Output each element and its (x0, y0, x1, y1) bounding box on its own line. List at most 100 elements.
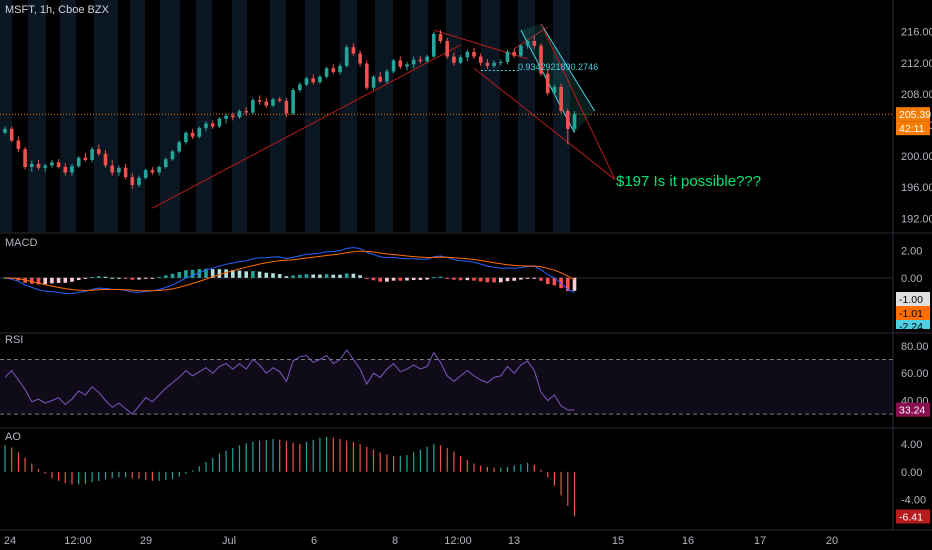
macd-histogram-bar (398, 277, 403, 281)
ao-bar (299, 443, 301, 472)
macd-tick-label: 0.00 (901, 273, 922, 285)
candle (559, 83, 563, 114)
macd-histogram-bar (338, 274, 342, 278)
ao-bar (540, 469, 542, 472)
candle (16, 136, 21, 153)
ao-bar (279, 439, 281, 472)
ao-bar (232, 448, 234, 472)
candle (425, 55, 429, 63)
candle (304, 76, 309, 87)
macd-tick-label: 2.00 (901, 245, 922, 257)
macd-histogram-bar (291, 275, 295, 278)
ao-bar (259, 440, 261, 472)
candle-body (311, 78, 315, 83)
ao-bar (37, 469, 40, 472)
candle-body (237, 111, 242, 118)
candle-body (478, 56, 483, 63)
ao-bar (138, 471, 140, 479)
last-price-tag-text: 205.39 (899, 109, 931, 121)
ao-bar (178, 471, 180, 477)
macd-histogram-bar (298, 274, 302, 278)
annotation-text[interactable]: $197 Is it possible??? (616, 173, 761, 190)
ao-bar (359, 443, 361, 472)
candle (472, 48, 476, 59)
ao-bar (339, 439, 341, 472)
ao-bar (520, 464, 522, 472)
macd-histogram-bar (251, 271, 255, 278)
candle (499, 59, 503, 66)
candle-body (438, 34, 443, 41)
ao-bar (131, 471, 133, 479)
ao-tick-label: 4.00 (901, 439, 922, 451)
time-axis[interactable]: 24 12:00 29 Jul 6 8 12:00 13 15 16 17 20 (4, 535, 838, 547)
price-axis[interactable]: 216.00212.00208.00204.00200.00196.00192.… (896, 27, 932, 524)
candle-body (150, 170, 155, 173)
candle (217, 117, 222, 129)
macd-histogram-bar (83, 277, 88, 279)
macd-histogram-bar (36, 277, 41, 285)
ao-bar (285, 441, 287, 472)
ao-bar (125, 471, 127, 478)
macd-indicator (0, 247, 893, 295)
candle (83, 153, 88, 162)
countdown-tag-bg (896, 121, 930, 136)
candle-body (452, 56, 456, 63)
ao-bar (500, 467, 502, 472)
candle-body (358, 53, 362, 64)
ao-bar (225, 450, 227, 472)
macd-histogram-bar (331, 274, 336, 278)
candle (338, 63, 342, 75)
candle-body (539, 45, 543, 74)
macd-histogram-bar (50, 277, 54, 284)
ao-bar (58, 471, 60, 481)
ao-bar (212, 457, 214, 472)
countdown-tag-text: 42:11 (899, 123, 925, 135)
session-band (130, 0, 145, 232)
candle (291, 87, 295, 115)
signal-value-tag: -1.01 (896, 306, 930, 320)
trendline-up (152, 44, 461, 209)
ao-bar (312, 439, 314, 472)
macd-hist-tag-text: -2.24 (899, 321, 923, 333)
ao-bar (379, 452, 381, 472)
macd-histogram-bar (130, 277, 135, 280)
ao-bar (547, 471, 549, 478)
ao-tick-label: -4.00 (901, 495, 926, 507)
macd-histogram-bar (204, 268, 208, 278)
candle-body (110, 165, 114, 173)
candle (50, 160, 54, 168)
session-band (518, 0, 535, 232)
macd-histogram-bar (438, 276, 443, 278)
ao-bar (473, 463, 475, 472)
candle (519, 44, 523, 58)
macd-histogram-bar (371, 277, 376, 281)
candle (90, 146, 94, 163)
candle-body (177, 142, 181, 152)
macd-histogram-bar (318, 274, 322, 278)
ao-bar (346, 440, 348, 472)
ao-bar (419, 449, 421, 472)
candle-body (552, 86, 557, 94)
candle (190, 128, 195, 139)
ao-bar (573, 471, 576, 517)
trendline-tick (513, 26, 548, 50)
candle-body (418, 59, 423, 62)
ao-bar (460, 455, 462, 472)
ao-bar (78, 471, 80, 485)
ao-bar (151, 471, 153, 481)
candle (525, 39, 530, 49)
time-tick-label: 12:00 (444, 535, 472, 547)
candle-body (519, 45, 523, 56)
candle-body (123, 167, 128, 178)
ao-bar (198, 466, 200, 472)
candle (197, 126, 202, 139)
trendline-top (433, 29, 528, 60)
time-tick-label: 8 (392, 535, 398, 547)
macd-histogram-bar (532, 277, 537, 279)
ao-bar (51, 471, 53, 479)
session-band (410, 0, 428, 232)
candle (264, 97, 269, 108)
candle-body (445, 41, 449, 57)
session-band (270, 0, 286, 232)
